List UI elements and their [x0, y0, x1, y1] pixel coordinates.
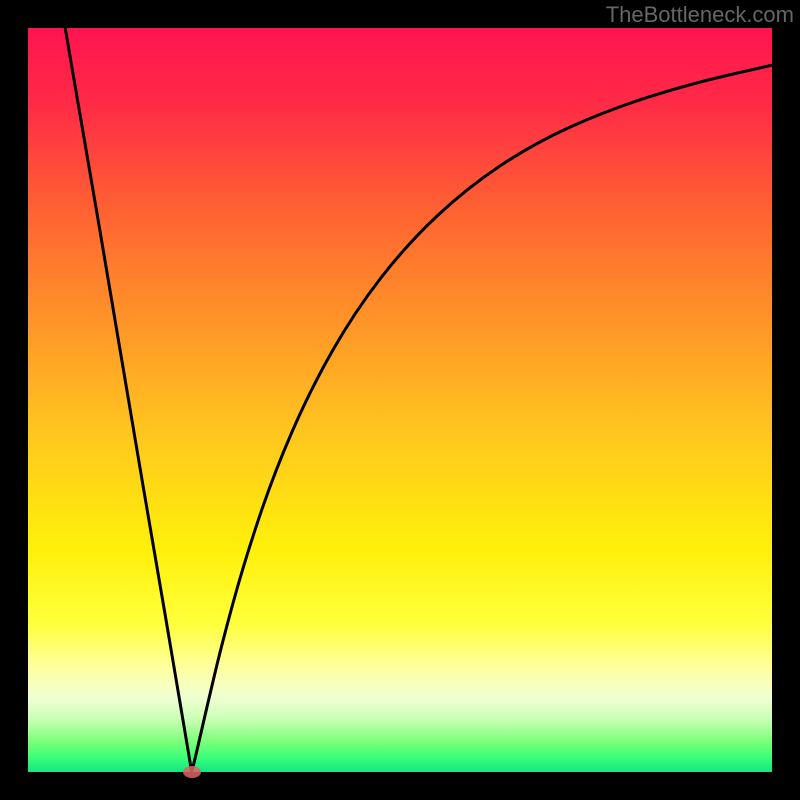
- watermark-text: TheBottleneck.com: [606, 2, 794, 28]
- minimum-marker: [183, 766, 201, 778]
- chart-frame: TheBottleneck.com: [0, 0, 800, 800]
- plot-area: [28, 28, 772, 772]
